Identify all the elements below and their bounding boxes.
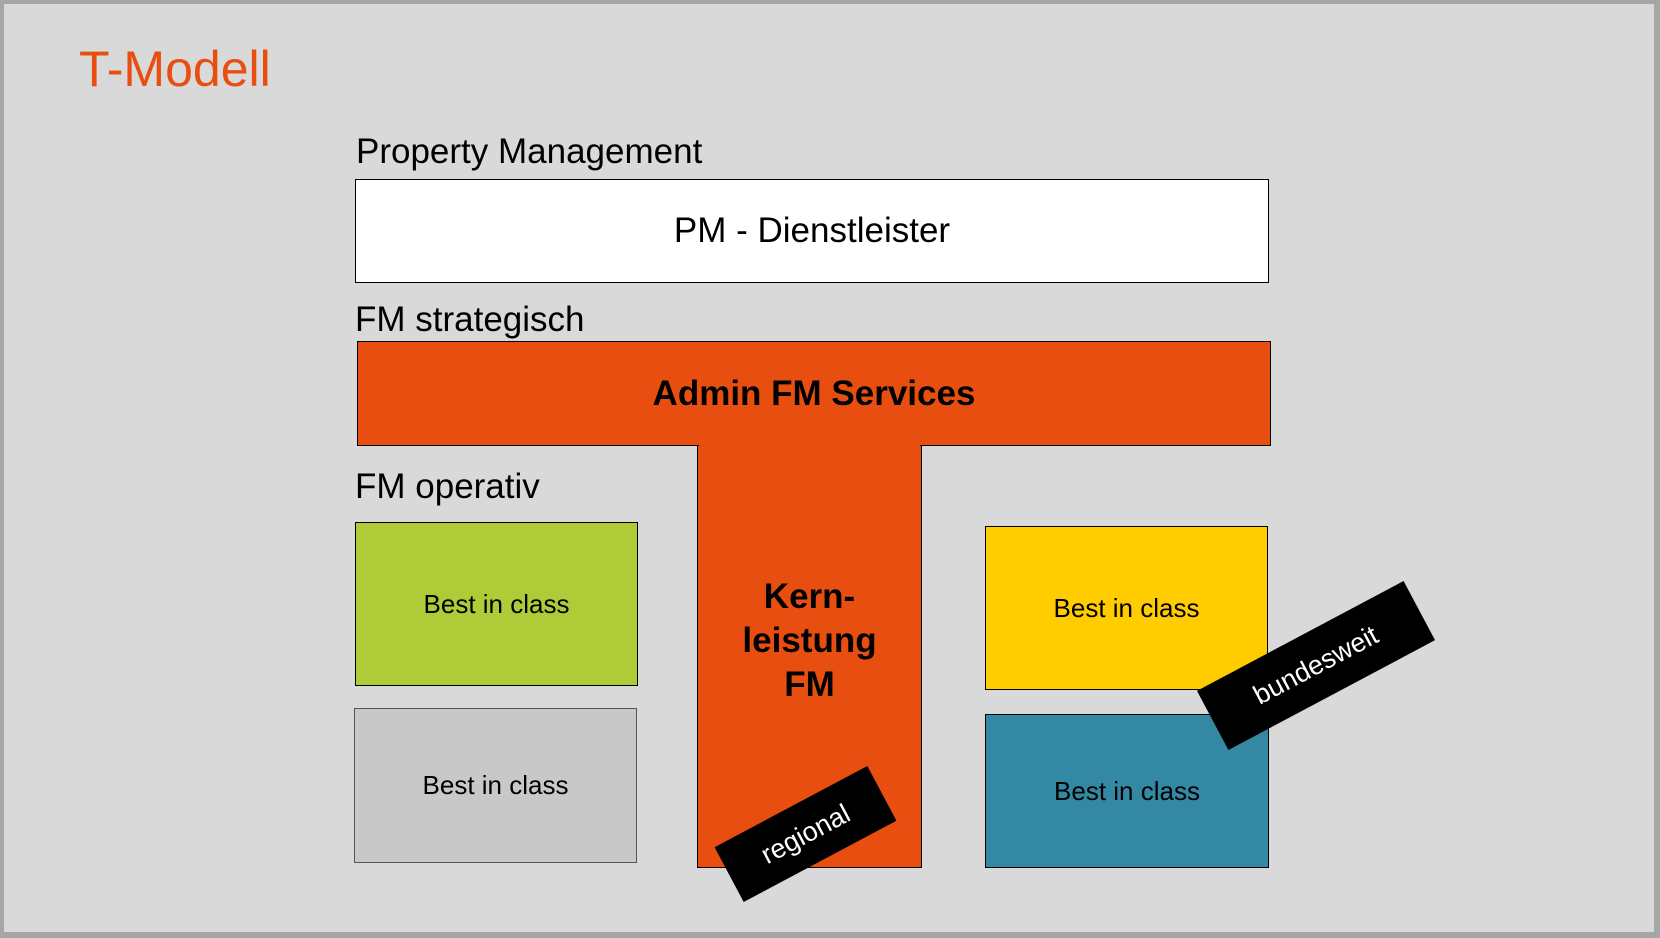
admin-fm-services-bar: Admin FM Services: [357, 341, 1271, 446]
core-line3: FM: [784, 664, 835, 704]
label-fm-operativ: FM operativ: [355, 467, 540, 506]
label-property-management: Property Management: [356, 132, 703, 171]
best-in-class-text: Best in class: [422, 770, 569, 800]
core-line2: leistung: [742, 620, 877, 660]
slide-title: T-Modell: [79, 41, 271, 97]
slide: T-Modell Property Management PM - Dienst…: [4, 4, 1654, 932]
label-fm-strategisch: FM strategisch: [355, 300, 585, 339]
best-in-class-teal: Best in class: [985, 714, 1269, 868]
best-in-class-yellow: Best in class: [985, 526, 1268, 690]
t-joint: [699, 442, 920, 452]
kernleistung-fm-text: Kern- leistung FM: [742, 575, 876, 707]
admin-fm-services-text: Admin FM Services: [652, 373, 976, 413]
pm-dienstleister-text: PM - Dienstleister: [673, 211, 951, 250]
core-line1: Kern-: [763, 576, 856, 616]
pm-dienstleister-box: PM - Dienstleister: [355, 179, 1269, 283]
best-in-class-text: Best in class: [423, 588, 570, 619]
best-in-class-text: Best in class: [1053, 592, 1200, 623]
best-in-class-gray: Best in class: [354, 708, 637, 863]
best-in-class-green: Best in class: [355, 522, 638, 686]
best-in-class-text: Best in class: [1054, 775, 1200, 806]
tag-bundesweit-text: bundesweit: [1248, 619, 1384, 711]
